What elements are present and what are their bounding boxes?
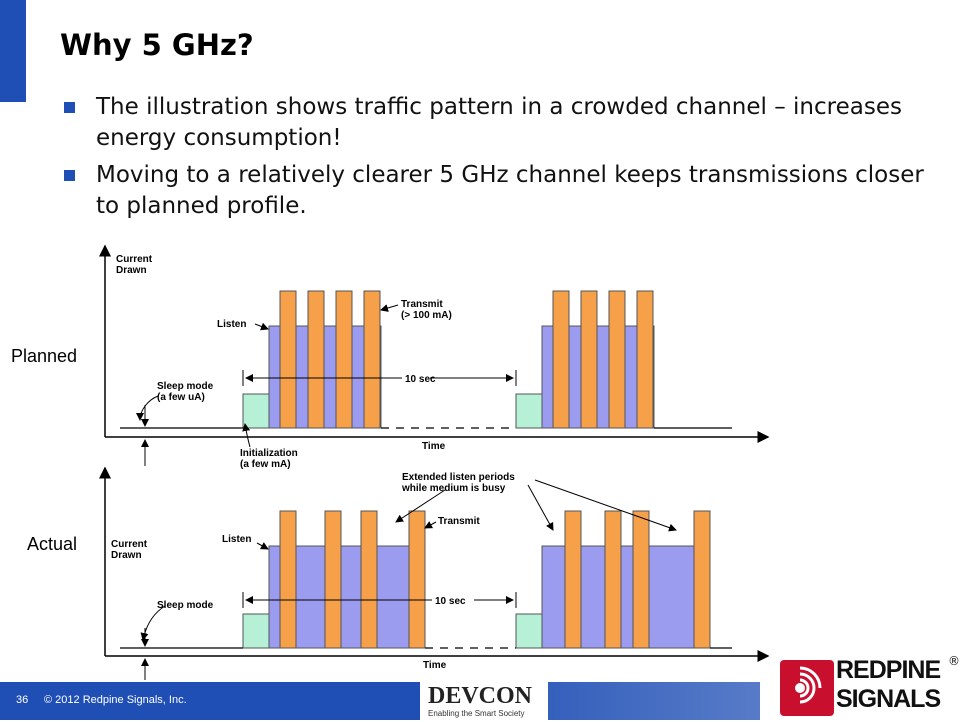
transmit-bar [360,510,378,649]
actual-transmit-label: Transmit [438,516,480,527]
planned-y-axis-label-2: Drawn [116,265,147,276]
init-bar [242,613,270,649]
transmit-bar [636,290,654,429]
transmit-bar [307,290,325,429]
page-number: 36 [16,694,29,706]
redpine-logo: REDPINE SIGNALS ® [780,654,960,720]
devcon-logo: DEVCON Enabling the Smart Society [420,682,548,720]
title-accent-bar [0,0,26,102]
transmit-bar [408,510,426,649]
init-bar [242,393,270,429]
footer-gradient [0,682,760,720]
actual-panel: Extended listen periods while medium is … [99,466,770,680]
redpine-signal-icon [780,660,834,716]
planned-row-label: Planned [11,346,78,366]
actual-row-label: Actual [27,534,78,554]
actual-interval-label: 10 sec [435,596,466,607]
init-bar [515,613,543,649]
bullet-list: The illustration shows traffic pattern i… [62,92,942,228]
planned-transmit-label-1: Transmit [401,299,443,310]
bullet-item: The illustration shows traffic pattern i… [62,92,942,154]
redpine-wordmark-line-2: SIGNALS [836,685,941,713]
bullet-square-icon [64,170,75,181]
actual-extended-label-2: while medium is busy [401,483,506,494]
transmit-bar [279,290,297,429]
transmit-bar [608,290,626,429]
planned-init-label-1: Initialization [240,448,298,459]
devcon-wordmark: DEVCON [428,683,533,709]
planned-sleep-label-2: (a few uA) [157,392,205,403]
init-bar [515,393,543,429]
registered-mark: ® [948,654,960,668]
transmit-bar [604,510,622,649]
redpine-wordmark-line-1: REDPINE [836,656,941,684]
transmit-bar [632,510,650,649]
actual-extended-label-1: Extended listen periods [402,472,515,483]
footer-bar [0,682,760,720]
planned-panel: Current Drawn Listen Transmit (> 100 mA)… [99,244,770,470]
actual-listen-label: Listen [222,534,251,545]
bullet-text: The illustration shows traffic pattern i… [96,94,902,151]
planned-sleep-label-1: Sleep mode [157,381,214,392]
actual-x-axis-label: Time [423,660,447,671]
actual-sleep-label: Sleep mode [157,600,214,611]
actual-y-axis-label-2: Drawn [111,550,142,561]
transmit-bar [279,510,297,649]
transmit-bar [363,290,381,429]
transmit-bar [552,290,570,429]
redpine-wordmark: REDPINE SIGNALS [836,656,941,714]
planned-transmit-label-2: (> 100 mA) [401,310,452,321]
transmit-bar [580,290,598,429]
planned-init-label-2: (a few mA) [240,459,291,470]
bullet-square-icon [64,102,75,113]
transmit-bar [564,510,582,649]
planned-listen-label: Listen [217,319,246,330]
traffic-pattern-diagram: Current Drawn Listen Transmit (> 100 mA)… [99,244,770,680]
transmit-bar [693,510,711,649]
transmit-bar [324,510,342,649]
devcon-tagline: Enabling the Smart Society [428,709,525,718]
planned-y-axis-label-1: Current [116,254,153,265]
bullet-text: Moving to a relatively clearer 5 GHz cha… [96,162,924,219]
actual-y-axis-label-1: Current [111,539,148,550]
planned-x-axis-label: Time [422,441,446,452]
copyright-text: © 2012 Redpine Signals, Inc. [44,694,187,706]
slide-title: Why 5 GHz? [60,28,254,62]
transmit-bar [335,290,353,429]
planned-interval-label: 10 sec [405,374,436,385]
bullet-item: Moving to a relatively clearer 5 GHz cha… [62,160,942,222]
